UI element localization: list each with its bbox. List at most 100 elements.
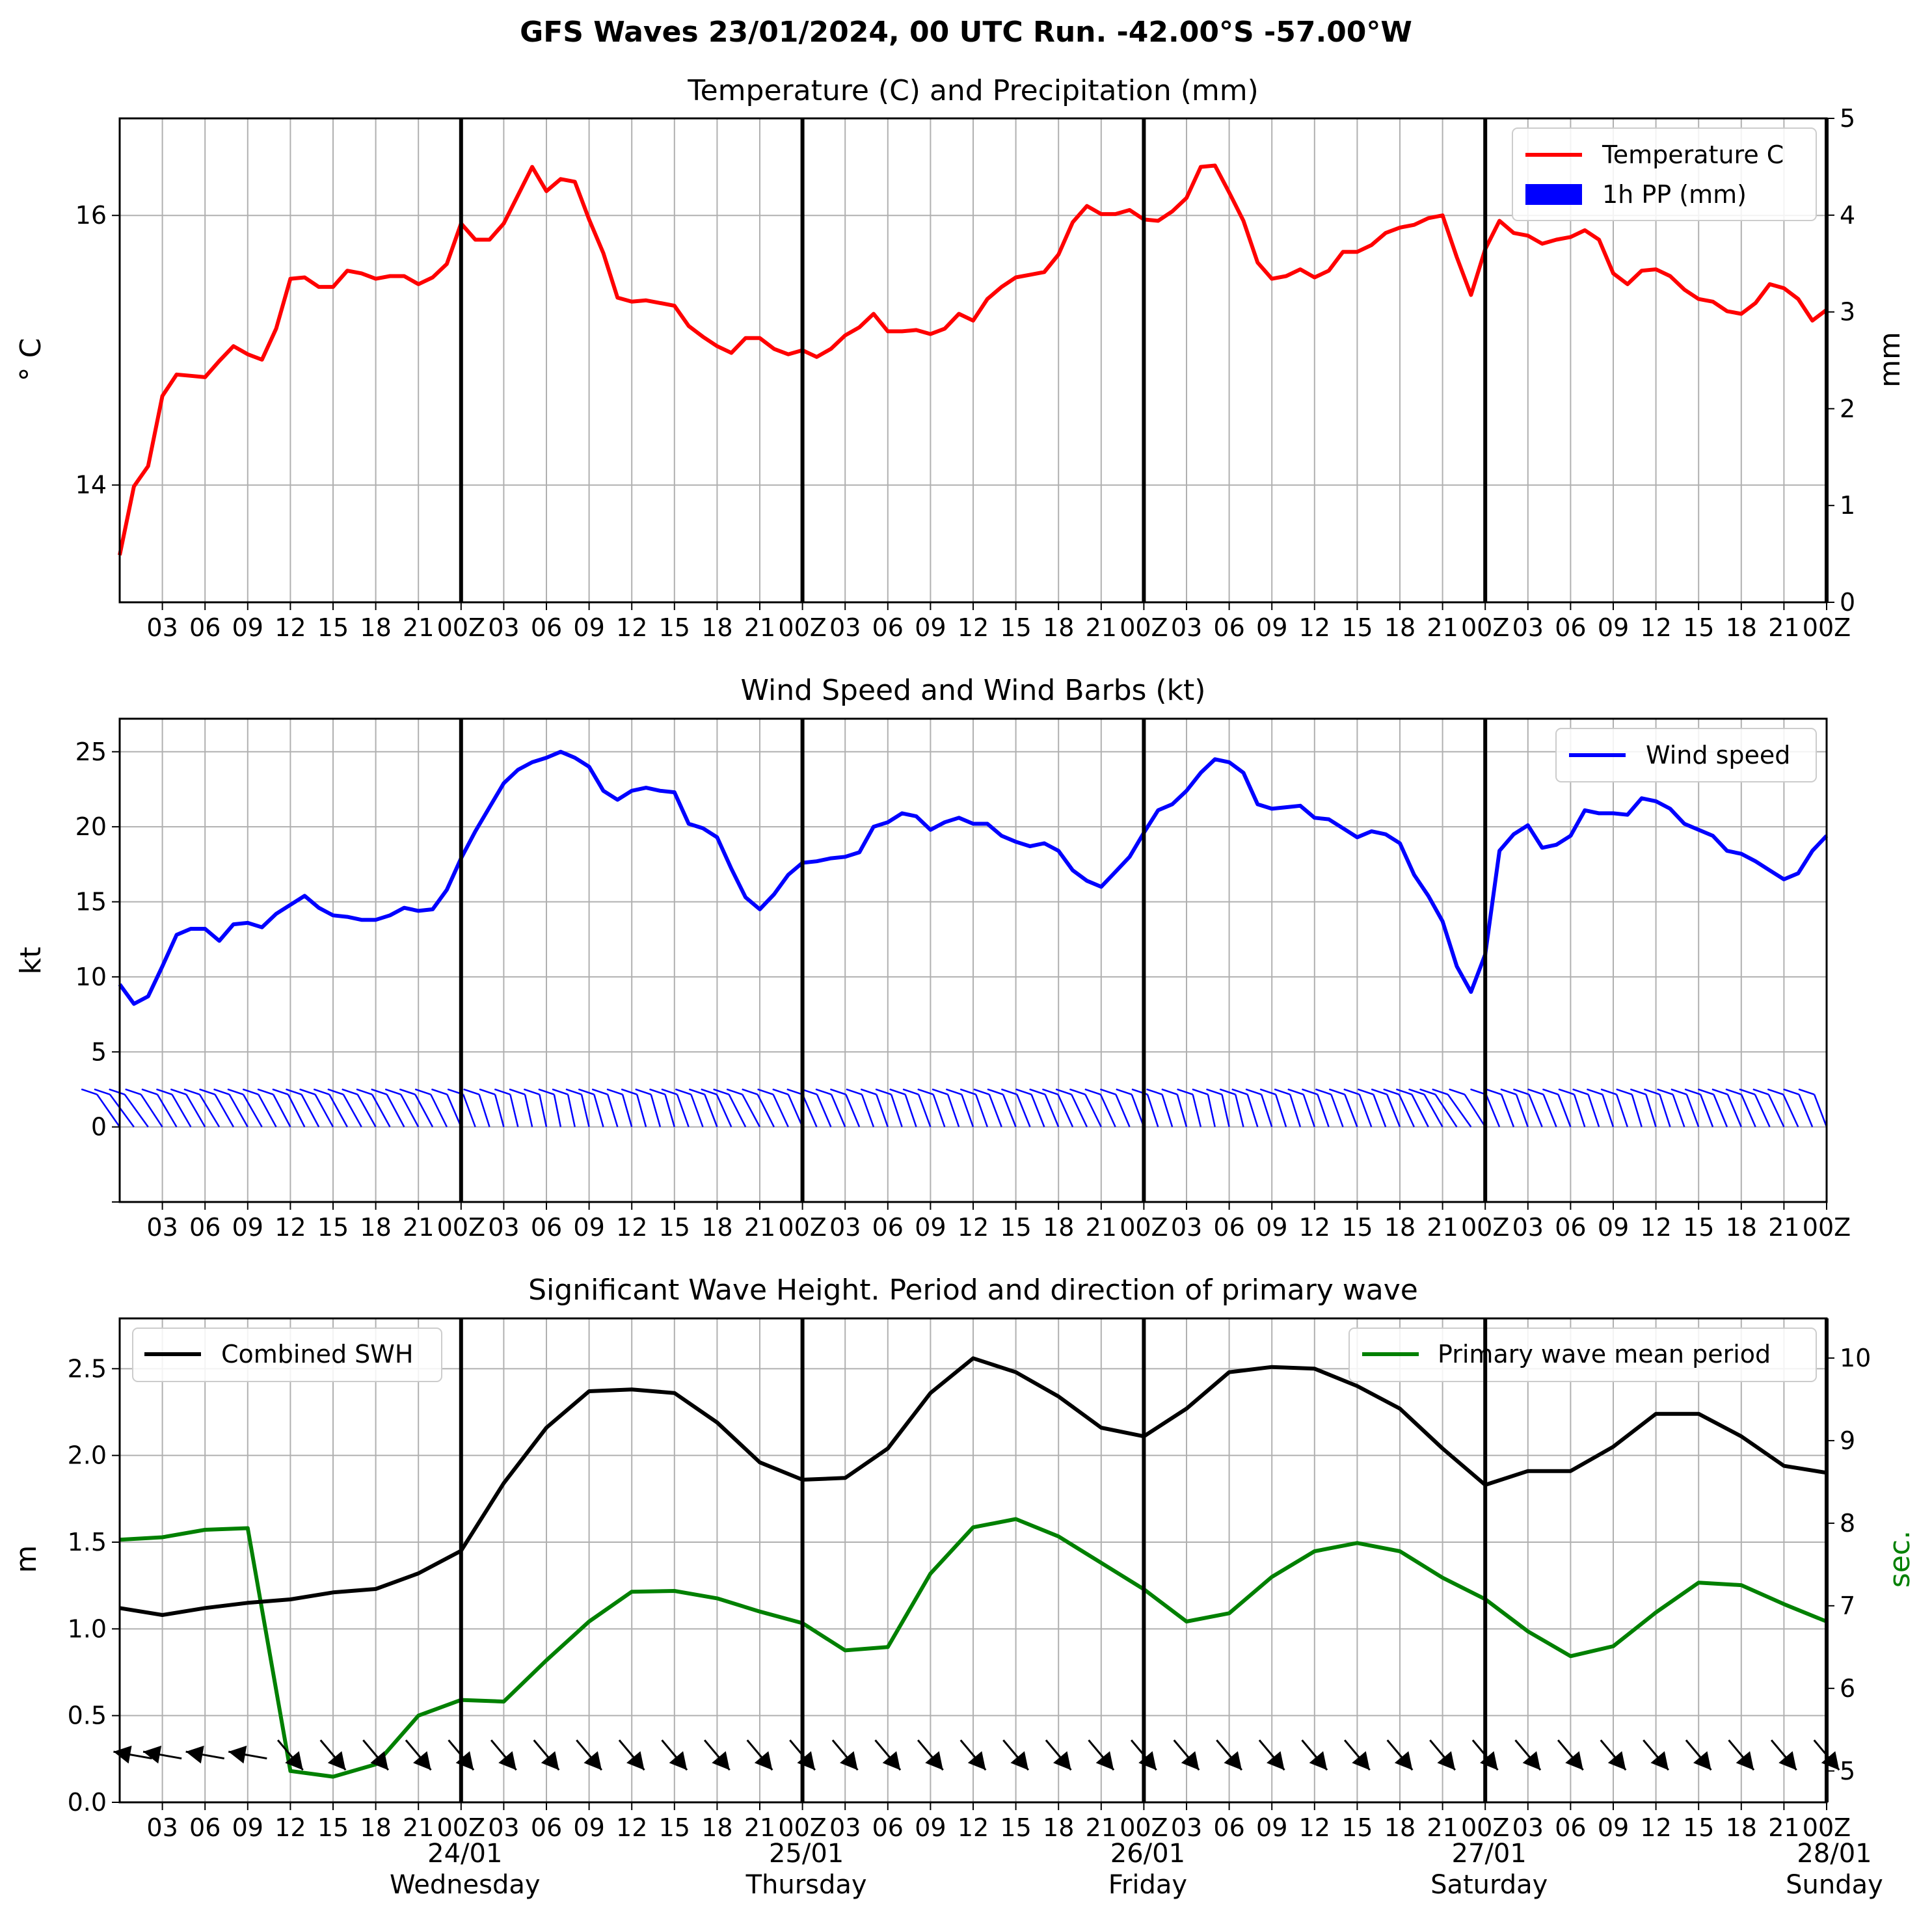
wind-barb [650,1094,662,1127]
x-tick-label: 15 [317,1813,349,1842]
x-tick-label: 21 [1768,613,1799,642]
wind-barb [676,1094,690,1128]
wind-barb-flag [479,1088,496,1095]
wind-barb [524,1094,533,1127]
period-line [119,1517,1828,1779]
wind-barb-flag [661,1088,678,1095]
wave-direction-arrow [703,1739,731,1771]
x-tick-label: 12 [1299,1213,1330,1242]
x-tick-label: 21 [403,1213,434,1242]
wind-barb [1260,1094,1273,1128]
period-y2-label: sec. [1883,1530,1916,1588]
wind-barb-flag [1752,1088,1769,1095]
wind-barb [975,1094,989,1128]
x-tick-label: 15 [659,1813,690,1842]
x-tick-label: 06 [531,1813,562,1842]
x-tick-label: 00Z [1461,1813,1509,1842]
wind-barb [664,1094,676,1127]
wind-barb-flag [1274,1088,1291,1095]
wind-barb [690,1094,704,1128]
wind-barb-flag [757,1088,774,1095]
x-tick-label: 06 [531,613,562,642]
legend-box [1512,127,1817,221]
wind-barb-flag [1231,1088,1248,1095]
wave-direction-arrow [1002,1739,1030,1771]
wave-direction-arrow [1770,1739,1797,1771]
y2-tick-label: 2 [1840,394,1855,423]
wind-barb [1131,1094,1145,1128]
arrow-head [1095,1751,1114,1770]
x-tick-label: 18 [360,613,391,642]
wind-barb [1447,1093,1472,1128]
temperature-legend-label: Temperature C [1602,140,1784,169]
wind-barb [1115,1094,1131,1128]
wave-direction-arrow [228,1745,267,1764]
wind-barb-flag [242,1088,259,1095]
wind-barb [1659,1094,1671,1128]
y-tick-label: 5 [91,1037,107,1066]
wind-barb [1302,1094,1315,1128]
wind-barb-flag [1084,1088,1101,1095]
wave-direction-arrow [1728,1739,1755,1771]
wind-barb [430,1094,448,1128]
wave-direction-arrow [1258,1739,1285,1771]
x-tick-label: 15 [1000,1213,1031,1242]
wind-barb [728,1094,747,1128]
wind-barb [567,1094,576,1127]
x-tick-label: 03 [146,613,178,642]
x-tick-label: 21 [1768,1813,1799,1842]
wind-barb [1057,1094,1074,1128]
wind-barb-flag [1161,1088,1178,1095]
wind-barb-flag [675,1088,691,1095]
wind-barb-flag [414,1088,431,1095]
wind-barb-flag [1055,1088,1072,1095]
wave-direction-arrow [1045,1739,1072,1771]
wind-barb [301,1094,320,1128]
grid [120,1318,1827,1803]
arrow-head [185,1745,204,1764]
wind-barb-flag [726,1088,743,1095]
wind-barb-flag [713,1088,730,1095]
wind-barb [1542,1094,1557,1128]
wind-barb-flag [1697,1088,1714,1095]
wind-barb-flag [125,1088,142,1095]
wave-y-label: m [10,1545,43,1573]
wind-barb [1713,1094,1728,1128]
wind-barb-flag [81,1088,98,1095]
wind-barb-flag [1395,1088,1412,1095]
y-tick-label: 20 [75,812,107,841]
wind-barb [272,1094,291,1128]
arrow-head [797,1751,815,1770]
y2-tick-label: 5 [1840,104,1855,133]
arrow-head [1650,1751,1669,1770]
wind-barb-flag [199,1088,215,1095]
wind-barb-flag [356,1088,373,1095]
wind-barb-flag [1616,1088,1633,1095]
y2-tick-label: 8 [1840,1509,1855,1538]
wind-barb-flag [384,1088,401,1095]
wind-barb [1813,1094,1828,1128]
precip-legend-label: 1h PP (mm) [1602,180,1747,209]
wave-direction-arrow [661,1739,688,1771]
wind-barb-flag [327,1088,344,1095]
wind-barb-flag [621,1088,637,1095]
x-tick-label: 18 [360,1813,391,1842]
wind-barb-flag [1419,1088,1436,1095]
x-tick-label: 18 [701,1813,732,1842]
legend-box [132,1328,442,1382]
x-tick-label: 00Z [1803,613,1851,642]
wind-barb-flag [227,1088,244,1095]
wind-barb [228,1094,248,1128]
wind-barb [356,1094,377,1128]
wind-barb-flag [1432,1088,1449,1095]
x-tick-label: 06 [189,613,221,642]
wind-barb-flag [313,1088,330,1095]
arrow-head [228,1745,247,1764]
wind-barb [1645,1094,1657,1127]
wind-barb [1685,1094,1700,1128]
wind-barb-flag [538,1088,555,1095]
wind-barb [400,1094,420,1128]
wind-barb-flag [1449,1088,1465,1095]
x-tick-label: 03 [488,1213,519,1242]
x-tick-label: 03 [1171,1213,1202,1242]
